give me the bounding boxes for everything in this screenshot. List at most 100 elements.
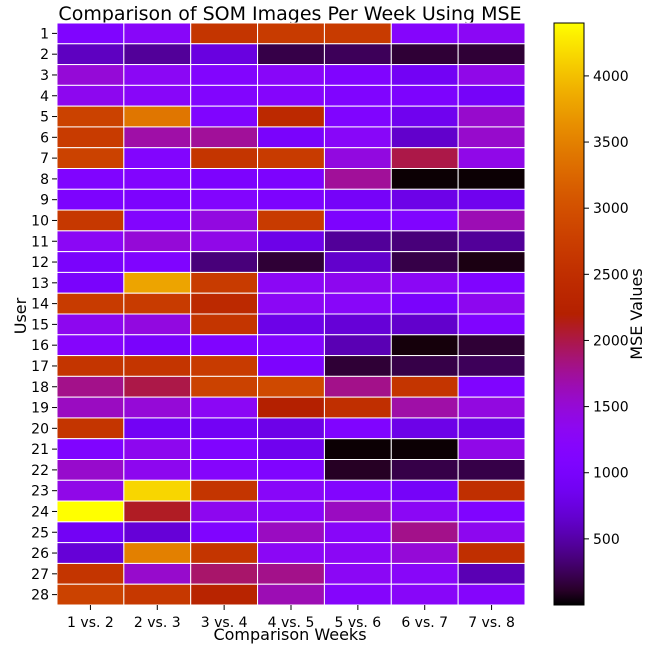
heatmap-cell	[457, 126, 526, 149]
heatmap-cell	[123, 251, 192, 273]
heatmap-cell	[123, 188, 192, 211]
heatmap-cell	[390, 479, 459, 502]
heatmap-cell	[323, 84, 392, 107]
heatmap-cell	[56, 417, 125, 440]
heatmap-cell	[257, 583, 325, 606]
heatmap-cell	[323, 459, 392, 481]
y-tick-label: 9	[40, 193, 49, 209]
heatmap-cell	[323, 230, 392, 253]
heatmap-cell	[390, 22, 459, 45]
y-tick-label: 16	[31, 338, 49, 354]
heatmap-cell	[390, 459, 459, 481]
heatmap-cell	[257, 375, 325, 398]
x-tick-label: 2 vs. 3	[134, 615, 181, 631]
heatmap-cell	[457, 375, 526, 398]
heatmap-cell	[56, 230, 125, 253]
heatmap-cell	[123, 84, 192, 107]
y-tick-label: 10	[31, 213, 49, 229]
y-tick-label: 20	[31, 421, 49, 437]
heatmap-cell	[323, 22, 392, 45]
x-tick-labels: 1 vs. 2 2 vs. 3 3 vs. 4 4 vs. 5 5 vs. 6 6 vs.…	[67, 605, 515, 631]
heatmap-cell	[457, 105, 526, 128]
heatmap-cell	[323, 396, 392, 419]
y-tick-label: 27	[31, 567, 49, 583]
colorbar-tick-label: 1000	[593, 466, 629, 482]
heatmap-cell	[390, 292, 459, 315]
heatmap-cell	[123, 126, 192, 149]
chart-title: Comparison of SOM Images Per Week Using …	[58, 3, 521, 25]
heatmap-cell	[390, 355, 459, 377]
y-tick-label: 5	[40, 110, 49, 126]
heatmap-cell	[190, 583, 259, 606]
heatmap-cell	[190, 147, 259, 169]
heatmap-cell	[56, 126, 125, 149]
heatmap-cell	[457, 355, 526, 377]
x-tick-label: 1 vs. 2	[67, 615, 114, 631]
heatmap-cell	[190, 22, 259, 45]
heatmap-cell	[390, 542, 459, 564]
heatmap-cell	[390, 417, 459, 440]
heatmap-cell	[123, 355, 192, 377]
heatmap-cell	[56, 479, 125, 502]
heatmap-cell	[257, 43, 325, 66]
colorbar-tick-label: 1500	[593, 400, 629, 416]
heatmap-cell	[323, 209, 392, 232]
heatmap-cell	[257, 562, 325, 585]
colorbar-tick-label: 2500	[593, 267, 629, 283]
heatmap-cell	[457, 334, 526, 357]
heatmap-cell	[56, 583, 125, 606]
heatmap-cell	[123, 43, 192, 66]
heatmap-cell	[257, 500, 325, 523]
y-tick-label: 7	[40, 151, 49, 167]
heatmap-cell	[123, 521, 192, 544]
heatmap-cell	[190, 521, 259, 544]
heatmap-cell	[457, 562, 526, 585]
heatmap-cell	[56, 375, 125, 398]
heatmap-cell	[190, 417, 259, 440]
heatmap-cell	[123, 375, 192, 398]
y-tick-label: 15	[31, 317, 49, 333]
colorbar-tick-label: 4000	[593, 69, 629, 85]
x-tick-label: 4 vs. 5	[268, 615, 315, 631]
heatmap-cell	[390, 438, 459, 461]
heatmap-cell	[257, 417, 325, 440]
y-tick-label: 19	[31, 401, 49, 417]
heatmap-cell	[257, 271, 325, 294]
heatmap-cell	[390, 375, 459, 398]
heatmap-cell	[56, 521, 125, 544]
heatmap-cell	[323, 355, 392, 377]
heatmap-cell	[323, 188, 392, 211]
heatmap-cell	[190, 188, 259, 211]
heatmap-cell	[123, 64, 192, 86]
heatmap-cell	[323, 43, 392, 66]
y-tick-label: 6	[40, 130, 49, 146]
heatmap-cell	[190, 271, 259, 294]
heatmap-cell	[457, 188, 526, 211]
y-axis-label: User	[11, 297, 30, 334]
heatmap-cell	[323, 64, 392, 86]
heatmap-cell	[390, 500, 459, 523]
heatmap-cell	[457, 271, 526, 294]
colorbar-label: MSE Values	[627, 268, 646, 359]
heatmap-cell	[390, 334, 459, 357]
heatmap-cell	[323, 147, 392, 169]
colorbar-tick-label: 500	[593, 532, 620, 548]
heatmap-cell	[257, 438, 325, 461]
heatmap-cell	[123, 417, 192, 440]
heatmap-cell	[323, 126, 392, 149]
heatmap-cell	[257, 251, 325, 273]
heatmap-cell	[123, 105, 192, 128]
heatmap-cell	[257, 84, 325, 107]
y-tick-label: 18	[31, 380, 49, 396]
heatmap-cell	[390, 583, 459, 606]
heatmap-cell	[390, 209, 459, 232]
x-tick-label: 5 vs. 6	[334, 615, 381, 631]
heatmap-cell	[56, 84, 125, 107]
heatmap-cell	[257, 334, 325, 357]
heatmap-cell	[123, 500, 192, 523]
heatmap-cell	[323, 562, 392, 585]
heatmap-cell	[190, 230, 259, 253]
heatmap-cell	[457, 521, 526, 544]
heatmap-cell	[190, 168, 259, 190]
